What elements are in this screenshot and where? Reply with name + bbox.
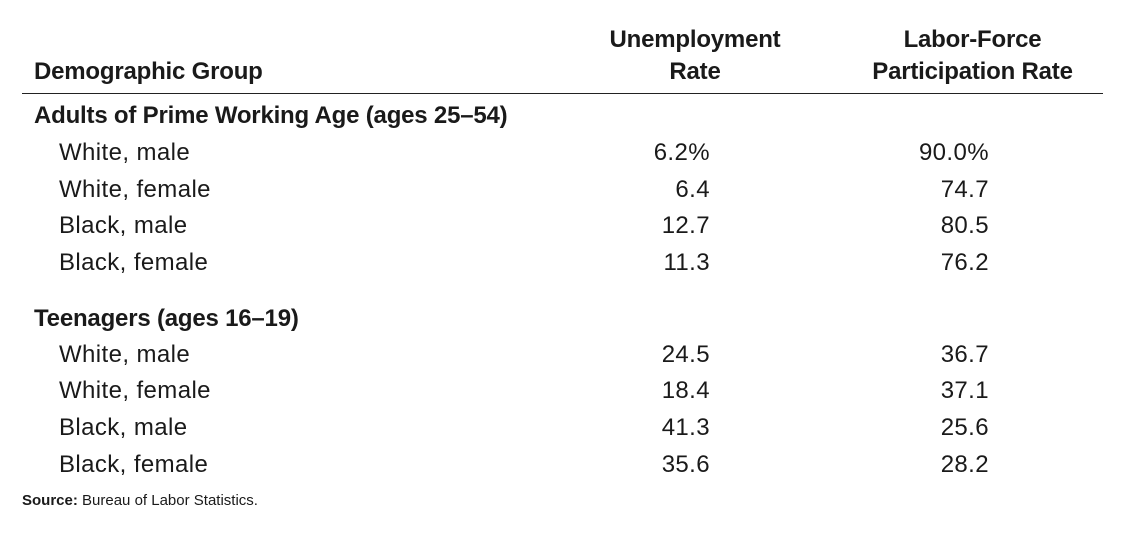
lfpr-value: 28.2 [940,451,989,478]
table-row: White, female 18.4 37.1 [0,372,1124,409]
unemployment-value: 11.3 [663,249,710,276]
row-group-label: Black, male [59,414,188,441]
unemployment-value: 18.4 [661,377,710,404]
table-row: White, male 6.2% 90.0% [0,134,1124,171]
section-title-teenagers: Teenagers (ages 16–19) [34,305,299,332]
source-text: Bureau of Labor Statistics. [77,492,258,509]
header-demographic-group: Demographic Group [34,58,263,85]
table-row: Black, female 11.3 76.2 [0,244,1124,281]
row-group-label: White, female [59,176,211,203]
row-group-label: Black, female [59,451,209,478]
lfpr-value: 90.0% [918,139,989,166]
source-note: Source: Bureau of Labor Statistics. [22,490,258,512]
header-labor-force-participation-rate: Labor-Force Participation Rate [850,24,1095,88]
header-lfpr-line1: Labor-Force [903,26,1042,53]
table-row: Black, female 35.6 28.2 [0,446,1124,483]
table-row: White, female 6.4 74.7 [0,171,1124,208]
header-unemployment-line1: Unemployment [609,26,781,53]
table-row: White, male 24.5 36.7 [0,336,1124,373]
header-divider [22,93,1103,94]
source-label: Source: [22,492,78,509]
row-group-label: White, male [59,139,191,166]
unemployment-value: 24.5 [661,341,710,368]
unemployment-value: 41.3 [661,414,710,441]
row-group-label: Black, male [59,212,188,239]
unemployment-value: 35.6 [661,451,710,478]
lfpr-value: 76.2 [940,249,989,276]
header-lfpr-line2: Participation Rate [872,58,1073,85]
unemployment-value: 12.7 [661,212,710,239]
lfpr-value: 25.6 [940,414,989,441]
header-unemployment-rate: Unemployment Rate [580,24,810,88]
lfpr-value: 80.5 [940,212,989,239]
unemployment-value: 6.2% [653,139,710,166]
unemployment-value: 6.4 [675,176,710,203]
section-title-adults: Adults of Prime Working Age (ages 25–54) [34,102,508,129]
header-unemployment-line2: Rate [669,58,721,85]
lfpr-value: 36.7 [940,341,989,368]
lfpr-value: 37.1 [940,377,989,404]
lfpr-value: 74.7 [940,176,989,203]
table-row: Black, male 41.3 25.6 [0,409,1124,446]
row-group-label: White, male [59,341,191,368]
row-group-label: White, female [59,377,211,404]
row-group-label: Black, female [59,249,209,276]
table-row: Black, male 12.7 80.5 [0,207,1124,244]
